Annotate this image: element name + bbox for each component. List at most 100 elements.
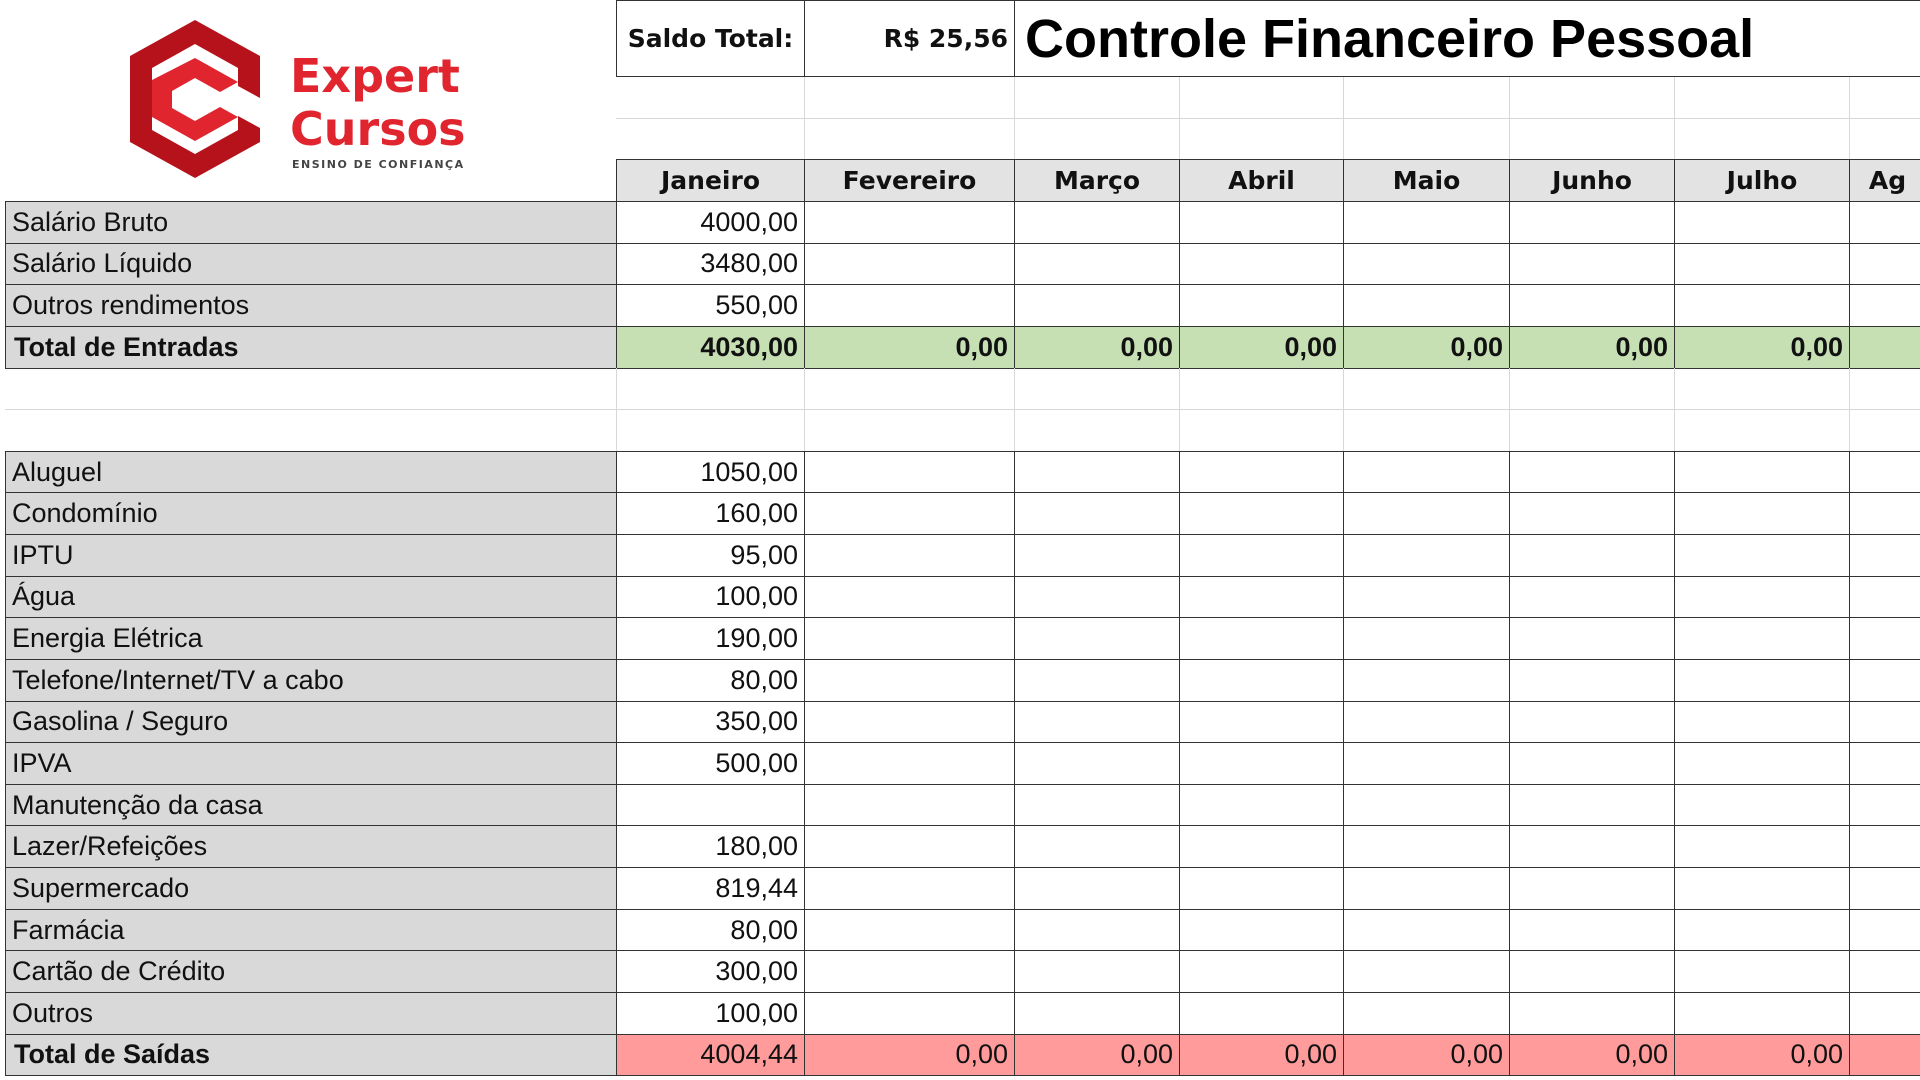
month-header: Março	[1014, 159, 1180, 202]
empty-cell	[1849, 450, 1920, 494]
empty-cell	[1674, 76, 1850, 119]
empty-cell	[1014, 284, 1180, 327]
total-value: 0,00	[1014, 325, 1180, 369]
empty-cell	[1849, 617, 1920, 660]
empty-cell	[1343, 575, 1510, 619]
empty-cell	[1674, 534, 1850, 577]
empty-cell	[1179, 783, 1344, 827]
empty-cell	[1509, 118, 1675, 160]
empty-cell	[1179, 242, 1344, 286]
empty-cell	[1179, 575, 1344, 619]
empty-cell	[1343, 450, 1510, 494]
empty-cell	[1179, 700, 1344, 744]
value-cell: 100,00	[616, 991, 805, 1035]
row-label: Aluguel	[5, 450, 617, 494]
empty-cell	[1343, 284, 1510, 327]
empty-cell	[1674, 284, 1850, 327]
empty-cell	[1509, 242, 1675, 286]
empty-cell	[1849, 825, 1920, 869]
empty-cell	[1014, 534, 1180, 577]
empty-cell	[1509, 783, 1675, 827]
row-label: Salário Bruto	[5, 201, 617, 244]
empty-cell	[1849, 575, 1920, 619]
value-cell: 550,00	[616, 284, 805, 327]
empty-cell	[1674, 950, 1850, 993]
empty-cell	[1509, 700, 1675, 744]
empty-cell	[1014, 242, 1180, 286]
empty-cell	[1674, 991, 1850, 1035]
value-cell: 190,00	[616, 617, 805, 660]
empty-cell	[1674, 242, 1850, 286]
empty-cell	[1509, 76, 1675, 119]
empty-cell	[1849, 534, 1920, 577]
total-value: 0,00	[1014, 1033, 1180, 1077]
empty-cell	[804, 617, 1015, 660]
value-cell: 350,00	[616, 700, 805, 744]
value-cell: 819,44	[616, 867, 805, 910]
empty-cell	[1014, 950, 1180, 993]
empty-cell	[1343, 409, 1510, 452]
row-label: Outros	[5, 991, 617, 1035]
empty-cell	[1674, 575, 1850, 619]
empty-cell	[1849, 492, 1920, 536]
empty-cell	[1343, 867, 1510, 910]
row-label: Lazer/Refeições	[5, 825, 617, 869]
empty-cell	[1179, 658, 1344, 702]
empty-cell	[804, 783, 1015, 827]
empty-cell	[1509, 450, 1675, 494]
row-label: Telefone/Internet/TV a cabo	[5, 658, 617, 702]
value-cell: 95,00	[616, 534, 805, 577]
row-label: Água	[5, 575, 617, 619]
logo: Expert Cursos ENSINO DE CONFIANÇA	[130, 20, 466, 178]
empty-cell	[1509, 575, 1675, 619]
empty-cell	[1343, 118, 1510, 160]
empty-cell	[1014, 409, 1180, 452]
empty-cell	[1179, 201, 1344, 244]
empty-cell	[1014, 367, 1180, 411]
empty-cell	[804, 118, 1015, 160]
empty-cell	[1343, 534, 1510, 577]
logo-mark-inner	[152, 58, 238, 141]
month-header: Junho	[1509, 159, 1675, 202]
empty-cell	[616, 118, 805, 160]
empty-cell	[1674, 867, 1850, 910]
empty-cell	[1509, 658, 1675, 702]
logo-tagline: ENSINO DE CONFIANÇA	[292, 158, 465, 171]
empty-cell	[1674, 658, 1850, 702]
empty-cell	[1343, 242, 1510, 286]
empty-cell	[1179, 617, 1344, 660]
empty-cell	[1179, 284, 1344, 327]
value-cell: 300,00	[616, 950, 805, 993]
total-value: 0,00	[1509, 1033, 1675, 1077]
empty-cell	[1509, 867, 1675, 910]
empty-cell	[616, 783, 805, 827]
empty-cell	[1849, 284, 1920, 327]
empty-cell	[1509, 742, 1675, 785]
empty-cell	[1674, 201, 1850, 244]
empty-cell	[1509, 367, 1675, 411]
empty-cell	[804, 950, 1015, 993]
empty-cell	[1014, 825, 1180, 869]
empty-cell	[1179, 409, 1344, 452]
row-label: Salário Líquido	[5, 242, 617, 286]
empty-cell	[1849, 201, 1920, 244]
empty-cell	[1674, 409, 1850, 452]
empty-cell	[1849, 242, 1920, 286]
empty-cell	[1343, 201, 1510, 244]
empty-cell	[1014, 742, 1180, 785]
month-header: Ag	[1849, 159, 1920, 202]
empty-cell	[1343, 742, 1510, 785]
total-value: 0,00	[1343, 1033, 1510, 1077]
empty-cell	[1343, 492, 1510, 536]
empty-cell	[1849, 118, 1920, 160]
total-value: 0,00	[804, 1033, 1015, 1077]
month-header: Fevereiro	[804, 159, 1015, 202]
empty-cell	[1849, 867, 1920, 910]
empty-cell	[1849, 368, 1920, 411]
empty-cell	[1343, 783, 1510, 827]
empty-cell	[1674, 617, 1850, 660]
value-cell: 160,00	[616, 492, 805, 536]
empty-cell	[616, 409, 805, 452]
empty-cell	[804, 242, 1015, 286]
